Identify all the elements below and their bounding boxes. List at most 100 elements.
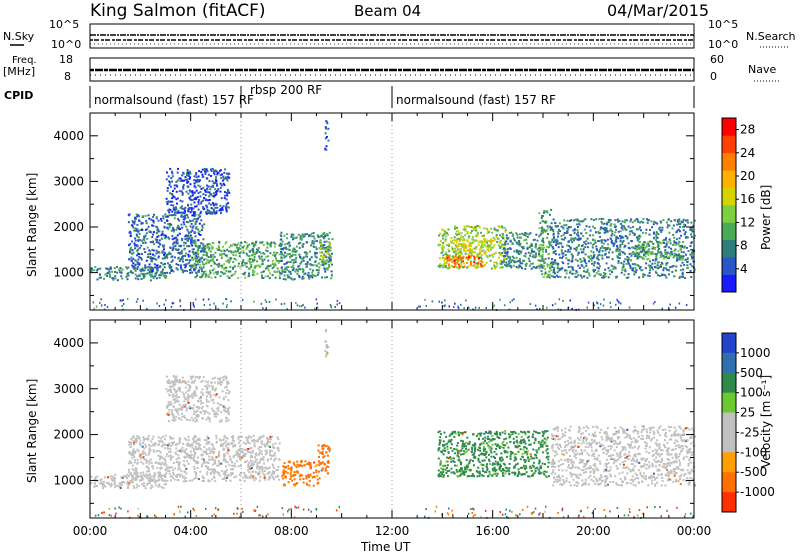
range-gate-cell [650,240,653,243]
range-gate-cell [484,238,487,241]
range-gate-cell [240,457,243,460]
range-gate-cell [237,465,240,468]
range-gate-cell [195,205,198,208]
range-gate-cell [618,257,621,260]
range-gate-cell [227,443,230,446]
range-gate-cell [616,298,618,301]
range-gate-cell [216,263,219,266]
range-gate-cell [145,222,148,225]
range-gate-cell [175,394,178,397]
range-gate-cell [469,245,472,248]
range-gate-cell [177,465,180,468]
range-gate-cell [166,256,169,259]
range-gate-cell [207,212,210,215]
range-gate-cell [636,236,639,239]
range-gate-cell [601,276,604,279]
range-gate-cell [160,476,163,479]
range-gate-cell [550,269,553,272]
range-gate-cell [138,256,141,258]
range-gate-cell [155,277,158,280]
range-gate-cell [185,438,188,441]
range-gate-cell [220,404,223,407]
range-gate-cell [593,261,596,264]
range-gate-cell [460,258,463,261]
range-gate-cell [635,257,638,260]
range-gate-cell [151,268,154,271]
range-gate-cell [219,253,222,256]
range-gate-cell [141,273,144,275]
nsearch-tick-bottom: 10^0 [708,38,738,51]
range-gate-cell [681,220,684,223]
range-gate-cell [529,303,532,306]
range-gate-cell [162,244,165,247]
range-gate-cell [281,248,284,250]
range-gate-cell [242,249,245,252]
range-gate-cell [470,251,473,254]
range-gate-cell [457,249,460,252]
range-gate-cell [444,235,447,238]
range-gate-cell [624,268,627,271]
range-gate-cell [190,239,193,242]
range-gate-cell [181,412,184,415]
range-gate-cell [576,218,579,221]
range-gate-cell [534,304,537,307]
range-gate-cell [162,215,165,218]
range-gate-cell [289,256,292,259]
range-gate-cell [576,238,579,241]
range-gate-cell [283,263,286,266]
range-gate-cell [220,445,223,447]
range-gate-cell [208,247,211,250]
range-gate-cell [210,203,213,206]
range-gate-cell [548,276,551,279]
range-gate-cell [194,420,197,423]
range-gate-cell [306,255,309,258]
range-gate-cell [570,253,573,256]
range-gate-cell [462,228,465,231]
range-gate-cell [229,459,232,462]
range-gate-cell [191,446,194,449]
range-gate-cell [118,485,121,488]
range-gate-cell [133,229,136,232]
range-gate-cell [116,484,119,487]
range-gate-cell [573,232,576,234]
range-gate-cell [524,267,527,270]
range-gate-cell [604,231,607,234]
range-gate-cell [319,240,322,243]
range-gate-cell [289,272,292,275]
range-gate-cell [624,235,627,237]
range-gate-cell [550,244,553,247]
range-gate-cell [649,260,652,263]
range-gate-cell [600,220,603,223]
range-gate-cell [251,259,254,262]
range-gate-cell [167,253,170,256]
range-gate-cell [291,250,294,253]
range-gate-cell [549,244,552,247]
range-gate-cell [667,255,670,258]
range-gate-cell [136,275,139,278]
range-gate-cell [208,447,211,450]
range-gate-cell [224,470,227,473]
range-gate-cell [147,214,150,217]
range-gate-cell [176,476,179,478]
range-gate-cell [99,267,102,270]
range-gate-cell [496,262,499,265]
nsky-label: N.Sky [3,30,35,43]
range-gate-cell [147,256,150,258]
range-gate-cell [293,278,296,281]
range-gate-cell [596,262,599,265]
range-gate-cell [625,262,628,265]
range-gate-cell [621,268,624,271]
range-gate-cell [546,225,549,228]
range-gate-cell [187,171,190,174]
range-gate-cell [446,254,449,257]
range-gate-cell [170,223,173,226]
range-gate-cell [142,462,145,465]
range-gate-cell [171,259,174,262]
range-gate-cell [224,444,227,447]
range-gate-cell [549,229,552,232]
range-gate-cell [213,173,216,176]
range-gate-cell [601,227,604,230]
range-gate-cell [617,250,620,253]
range-gate-cell [682,268,685,271]
range-gate-cell [294,258,297,261]
